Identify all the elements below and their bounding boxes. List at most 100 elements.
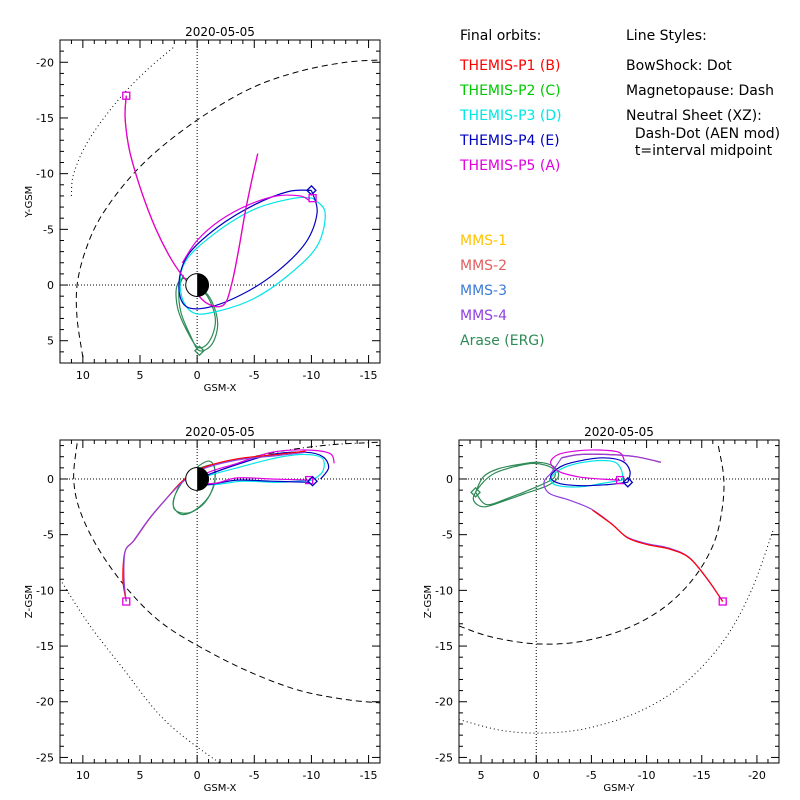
earth-icon-xy [185, 273, 210, 297]
y-tick-label-xz: -10 [36, 584, 54, 597]
plot-title-xz: 2020-05-05 [185, 425, 255, 439]
magnetopause-line-yz [459, 445, 725, 645]
x-tick-label-xz: 0 [194, 769, 201, 782]
line-styles-title: Line Styles: [626, 28, 707, 44]
x-tick-label-xz: -15 [360, 769, 378, 782]
y-axis-label-yz: Z-GSM [423, 585, 434, 618]
orbit-themis-p3-d-xz [187, 453, 325, 486]
earth-night-side-xz [197, 467, 209, 491]
plot-area-yz [459, 440, 779, 763]
y-tick-label-xz: -25 [36, 751, 54, 764]
y-tick-label-xy: -20 [36, 56, 54, 69]
x-tick-label-xy: 5 [137, 369, 144, 382]
y-tick-label-xy: 0 [47, 279, 54, 292]
marker-square-yz [615, 475, 625, 485]
legend-arase: Arase (ERG) [460, 333, 545, 349]
y-tick-label-xy: -15 [36, 112, 54, 125]
orbit-themis-p4-e-xz [187, 451, 330, 486]
plot-frame-xy [59, 39, 381, 364]
legend-mms-3: MMS-3 [460, 283, 508, 299]
orbit-arase-erg-yz [472, 461, 560, 508]
x-axis-label-yz: GSM-Y [603, 783, 635, 794]
legend-themis-p1: THEMIS-P1 (B) [460, 58, 561, 74]
magnetopause-line-xz [73, 443, 380, 704]
x-tick-label-yz: -10 [638, 769, 656, 782]
y-tick-label-xz: -15 [36, 640, 54, 653]
orbit-themis-p5-a-xz [190, 449, 335, 485]
earth-night-side-xy [197, 273, 209, 297]
x-tick-label-xy: -10 [302, 369, 320, 382]
plot-frame-yz [458, 439, 780, 764]
marker-diamond-yz [622, 476, 634, 488]
y-tick-label-yz: 0 [446, 473, 453, 486]
orbit-themis-p3-d-xy [179, 196, 326, 315]
final-orbits-title: Final orbits: [460, 28, 542, 44]
y-axis-label-xy: Y-GSM [24, 186, 35, 219]
x-tick-label-xz: -5 [249, 769, 260, 782]
y-tick-label-yz: -20 [435, 696, 453, 709]
x-tick-label-xy: -15 [360, 369, 378, 382]
legend-themis-p3: THEMIS-P3 (D) [460, 108, 562, 124]
x-axis-label-xy: GSM-X [204, 383, 237, 394]
orbit-themis-p3-d-yz [549, 460, 624, 488]
plot-area-xz [60, 440, 380, 763]
panel-yz: 2020-05-05 5 0 -5 -10 -15 -20 0 -5 -10 -15 -20 -25 GS… [423, 425, 780, 794]
legend-mms-4: MMS-4 [460, 308, 508, 324]
orbit-arase-erg-xz [172, 460, 217, 516]
orbit-themis-p5-a-yz [549, 449, 626, 481]
marker-square-xz [122, 597, 131, 606]
marker-square-xz [304, 475, 314, 485]
neutral_sheet-line-xz [242, 441, 380, 460]
x-tick-label-xz: 10 [76, 769, 90, 782]
y-tick-label-xy: 5 [47, 335, 54, 348]
plot-area-xy [60, 40, 380, 363]
line-style-neutral-sheet-mod: Dash-Dot (AEN mod) [626, 126, 781, 142]
earth-icon-xz [185, 467, 210, 491]
marker-square-xy [122, 91, 131, 100]
line-style-neutral-sheet: Neutral Sheet (XZ): [626, 108, 762, 124]
orbit-mms-4-xz [123, 451, 306, 602]
marker-diamond-xy [194, 345, 205, 357]
y-tick-label-yz: -5 [442, 529, 453, 542]
y-tick-label-xy: -10 [36, 168, 54, 181]
marker-diamond-yz [470, 486, 481, 498]
panel-xz: 2020-05-05 10 5 0 -5 -10 -15 0 -5 -10 -15 -20 -25 GSM… [24, 425, 381, 794]
y-tick-label-xy: -5 [43, 223, 54, 236]
legend-themis-p4: THEMIS-P4 (E) [460, 133, 560, 149]
marker-diamond-xz [307, 475, 318, 487]
marker-square-yz [718, 597, 727, 606]
legend-themis-p2: THEMIS-P2 (C) [460, 83, 561, 99]
line-style-interval-midpoint: t=interval midpoint [626, 143, 773, 159]
x-tick-label-xy: 0 [194, 369, 201, 382]
plot-title-yz: 2020-05-05 [584, 425, 654, 439]
x-tick-label-xz: -10 [302, 769, 320, 782]
orbit-themis-p4-e-xy [178, 189, 318, 310]
y-tick-label-xz: -20 [36, 696, 54, 709]
x-tick-label-yz: 0 [533, 769, 540, 782]
x-tick-label-xz: 5 [137, 769, 144, 782]
x-tick-label-yz: -20 [748, 769, 766, 782]
y-axis-label-xz: Z-GSM [24, 585, 35, 618]
panel-xy: 2020-05-05 10 5 0 -5 -10 -15 -20 -15 -10 -5 0 5 GSM-X… [24, 25, 381, 394]
x-tick-label-yz: 5 [478, 769, 485, 782]
x-tick-label-xy: 10 [76, 369, 90, 382]
y-tick-label-xz: 0 [47, 473, 54, 486]
bowshock-line-xy [70, 46, 175, 196]
orbit-themis-p1-b-yz [592, 509, 724, 602]
bowshock-line-xz [60, 578, 222, 763]
y-tick-label-xz: -5 [43, 529, 54, 542]
orbit-mms-4-yz [561, 453, 662, 463]
legend-mms-2: MMS-2 [460, 258, 508, 274]
legend-mms-1: MMS-1 [460, 233, 508, 249]
plot-frame-xz [59, 439, 381, 764]
orbit-themis-p5-a-xy [181, 194, 310, 264]
magnetopause-line-xy [75, 59, 380, 358]
bowshock-line-yz [459, 528, 774, 734]
x-tick-label-yz: -15 [693, 769, 711, 782]
x-tick-label-yz: -5 [586, 769, 597, 782]
x-axis-label-xz: GSM-X [204, 783, 237, 794]
orbit-themis-p4-e-yz [550, 457, 631, 487]
y-tick-label-yz: -15 [435, 640, 453, 653]
line-style-bowshock: BowShock: Dot [626, 58, 732, 74]
